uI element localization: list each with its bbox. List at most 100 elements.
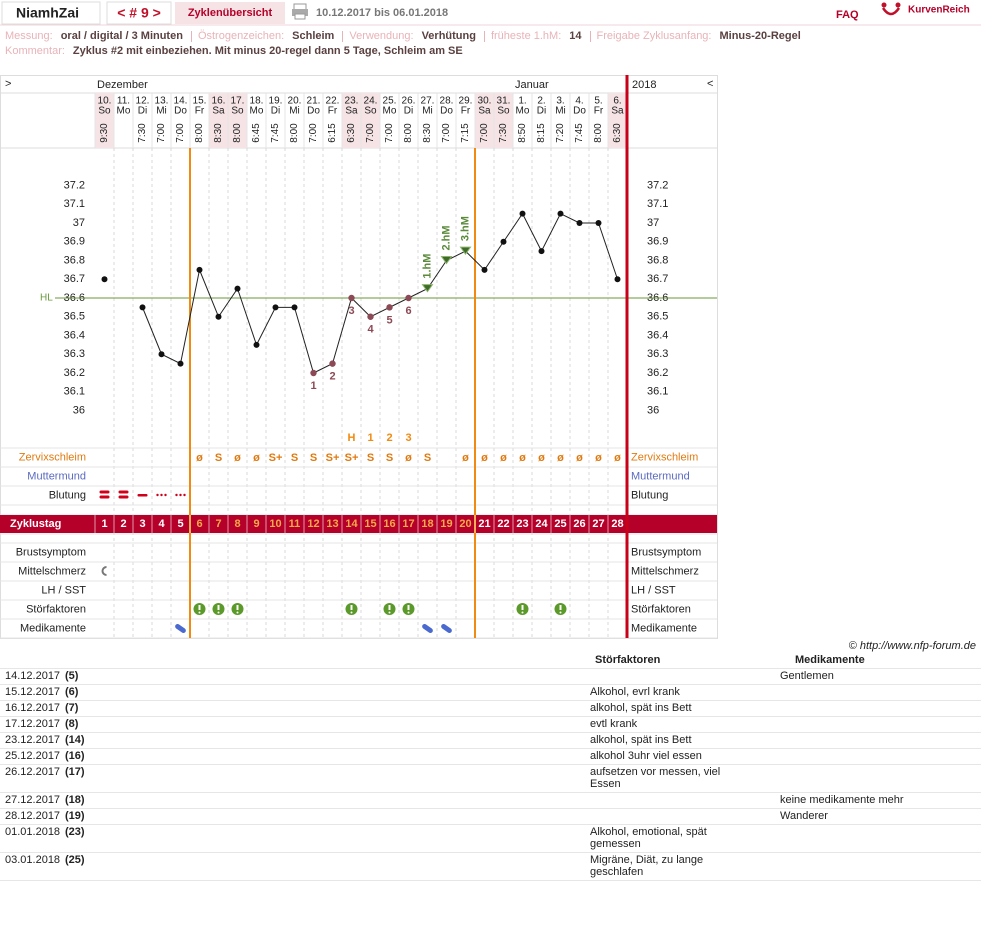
weekday: Mo: [383, 106, 397, 117]
brand[interactable]: KurvenReich: [908, 5, 970, 16]
day-number: 26.: [402, 96, 416, 107]
weekday: Do: [174, 106, 187, 117]
note-row: 23.12.2017 (14) alkohol, spät ins Bett: [0, 732, 981, 749]
cycle-nav[interactable]: < # 9 >: [117, 5, 161, 21]
weekday: So: [364, 106, 377, 117]
note-meds: [780, 748, 981, 765]
low-label: 4: [367, 324, 374, 336]
mucus-symbol: ø: [196, 452, 203, 464]
mucus-symbol: ø: [253, 452, 260, 464]
note-factors: Alkohol, evrl krank: [590, 684, 780, 701]
print-icon[interactable]: [292, 3, 308, 20]
weekday: Mo: [516, 106, 530, 117]
info-value: Verhütung: [421, 30, 476, 42]
row-label: Blutung: [631, 489, 668, 501]
y-tick-label: 37.2: [64, 179, 85, 191]
note-date: 27.12.2017: [0, 792, 63, 809]
note-day: (7): [63, 700, 590, 717]
weekday: Do: [573, 106, 586, 117]
temperature-point: [367, 313, 374, 320]
mucus-symbol: ø: [538, 452, 545, 464]
note-row: 16.12.2017 (7) alkohol, spät ins Bett: [0, 700, 981, 717]
mucus-symbol: S: [310, 452, 317, 464]
chart: NiamhZai < # 9 > Zyklenübersicht 10.12.2…: [0, 1, 981, 639]
factor-icon: [217, 611, 220, 614]
y-tick-label: 36: [73, 404, 85, 416]
temperature-line: [142, 212, 618, 374]
time: 7:45: [574, 123, 585, 143]
row-label: Zyklustag: [10, 518, 61, 530]
y-tick-label: 36.9: [647, 236, 668, 248]
temperature-point: [440, 256, 453, 265]
factor-icon: [521, 611, 524, 614]
nav-left[interactable]: >: [5, 78, 11, 90]
row-label: Medikamente: [631, 622, 697, 634]
bleeding-icon: [175, 493, 178, 497]
weekday: So: [98, 106, 111, 117]
bleeding-icon: [156, 493, 159, 497]
bleeding-icon: [99, 490, 110, 494]
info-value: oral / digital / 3 Minuten: [60, 30, 183, 42]
time: 6:30: [346, 123, 357, 143]
date-range: 10.12.2017 bis 06.01.2018: [316, 7, 448, 19]
cycle-day: 1: [101, 518, 107, 530]
user-box: [1, 1, 101, 25]
temperature-point: [576, 220, 583, 226]
weekday: Di: [138, 106, 147, 117]
note-day: (17): [63, 764, 590, 793]
day-number: 3.: [556, 96, 564, 107]
note-factors: aufsetzen vor messen, viel Essen: [590, 764, 780, 793]
note-meds: [780, 764, 981, 793]
note-day: (25): [63, 852, 590, 881]
note-meds: [780, 824, 981, 853]
faq-link[interactable]: FAQ: [836, 9, 859, 21]
note-meds: [780, 700, 981, 717]
cycle-day: 4: [158, 518, 165, 530]
row-label: Zervixschleim: [19, 451, 86, 463]
overview-link[interactable]: Zyklenübersicht: [188, 7, 273, 19]
day-number: 27.: [421, 96, 435, 107]
row-label: Mittelschmerz: [631, 565, 699, 577]
y-tick-label: 36: [647, 404, 659, 416]
temperature-point: [291, 304, 298, 311]
day-number: 11.: [117, 96, 130, 107]
time: 8:00: [232, 123, 243, 143]
overview-tab[interactable]: [175, 2, 285, 24]
temperature-point: [538, 248, 545, 255]
bleeding-icon: [160, 493, 163, 497]
weekday: Sa: [611, 106, 624, 117]
note-date: 01.01.2018: [0, 824, 63, 853]
day-number: 16.: [212, 96, 226, 107]
hm-label: 3.hM: [459, 216, 471, 241]
note-day: (16): [63, 748, 590, 765]
time: 6:45: [251, 123, 262, 143]
time: 7:00: [479, 123, 490, 143]
brand-icon: [881, 2, 901, 16]
weekend-shade: [361, 93, 380, 148]
factor-icon: [236, 605, 239, 610]
day-number: 25.: [383, 96, 397, 107]
y-tick-label: 36.4: [647, 329, 668, 341]
day-number: 28.: [440, 96, 454, 107]
note-factors: Alkohol, emotional, spät gemessen: [590, 824, 780, 853]
hm-label: 2.hM: [440, 225, 452, 250]
cycle-day: 27: [592, 518, 604, 530]
temperature-point: [386, 304, 393, 311]
day-number: 13.: [155, 96, 169, 107]
low-label: 3: [348, 305, 354, 317]
y-tick-label: 36.1: [64, 386, 85, 398]
mucus-peak: 3: [405, 432, 411, 444]
factor-icon: [559, 605, 562, 610]
med-icon: [175, 623, 186, 634]
weekday: Sa: [212, 106, 225, 117]
bleeding-icon: [118, 495, 129, 499]
weekend-shade: [209, 93, 228, 148]
cycle-day: 15: [364, 518, 376, 530]
day-number: 22.: [326, 96, 340, 107]
row-label: LH / SST: [631, 584, 676, 596]
nav-right[interactable]: <: [707, 78, 713, 90]
factor-icon: [559, 611, 562, 614]
note-meds: Gentlemen: [780, 668, 981, 685]
factor-icon: [236, 611, 239, 614]
